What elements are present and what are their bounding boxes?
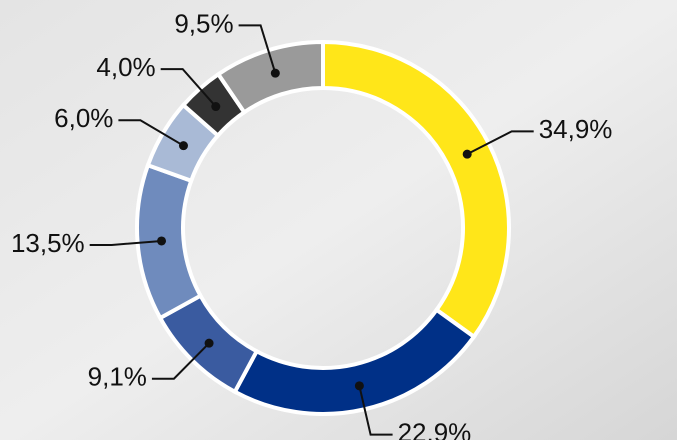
data-label: 13,5%: [11, 228, 85, 258]
leader-dot: [205, 339, 214, 348]
page: 34,9%22,9%9,1%13,5%6,0%4,0%9,5% (() => {…: [0, 0, 677, 440]
leader-dot: [211, 102, 220, 111]
leader-dot: [463, 150, 472, 159]
data-label: 22,9%: [398, 417, 472, 440]
data-label: 9,5%: [174, 8, 233, 38]
data-label: 6,0%: [54, 103, 113, 133]
chart: 34,9% 22,9% 9,1% 13,5% 6,0% 4,0% 9,5%: [0, 0, 677, 440]
data-label: 34,9%: [539, 114, 613, 144]
data-label: 9,1%: [88, 362, 147, 392]
leader-dot: [179, 141, 188, 150]
leader-dot: [271, 69, 280, 78]
leader-dot: [355, 381, 364, 390]
leader-dot: [157, 236, 166, 245]
data-label: 4,0%: [96, 52, 155, 82]
